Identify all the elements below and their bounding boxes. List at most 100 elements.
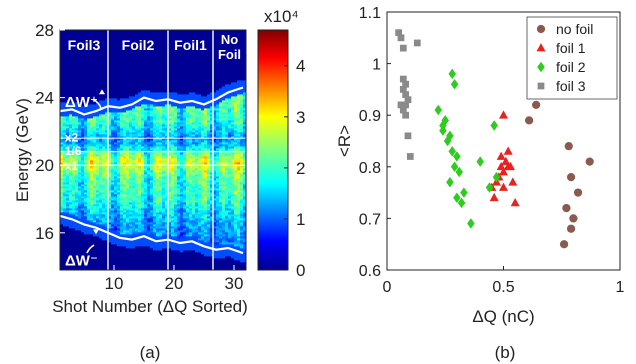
heatmap-cell	[138, 106, 142, 109]
heatmap-cell	[120, 116, 124, 119]
heatmap-cell	[156, 132, 160, 135]
heatmap-cell	[141, 80, 145, 83]
heatmap-cell	[87, 132, 91, 135]
heatmap-cell	[177, 124, 181, 127]
heatmap-cell	[63, 128, 67, 131]
heatmap-cell	[90, 250, 94, 253]
heatmap-cell	[60, 266, 64, 269]
heatmap-cell	[108, 196, 112, 199]
heatmap-cell	[183, 246, 187, 249]
heatmap-cell	[93, 142, 97, 145]
heatmap-cell	[168, 156, 172, 159]
heatmap-cell	[165, 194, 169, 197]
heatmap-cell	[159, 218, 163, 221]
heatmap-cell	[162, 228, 166, 231]
heatmap-cell	[156, 252, 160, 255]
heatmap-cell	[72, 162, 76, 165]
heatmap-cell	[156, 176, 160, 179]
heatmap-cell	[105, 90, 109, 93]
heatmap-cell	[102, 138, 106, 141]
heatmap-cell	[177, 70, 181, 73]
heatmap-cell	[102, 216, 106, 219]
heatmap-cell	[180, 244, 184, 247]
heatmap-cell	[69, 250, 73, 253]
heatmap-cell	[144, 62, 148, 65]
heatmap-cell	[171, 244, 175, 247]
heatmap-cell	[117, 84, 121, 87]
heatmap-cell	[111, 64, 115, 67]
heatmap-cell	[177, 134, 181, 137]
heatmap-cell	[99, 56, 103, 59]
heatmap-cell	[150, 264, 154, 267]
heatmap-cell	[177, 202, 181, 205]
heatmap-cell	[120, 194, 124, 197]
heatmap-cell	[162, 52, 166, 55]
heatmap-cell	[120, 74, 124, 77]
heatmap-cell	[147, 68, 151, 71]
heatmap-cell	[99, 136, 103, 139]
heatmap-cell	[75, 94, 79, 97]
heatmap-cell	[90, 100, 94, 103]
heatmap-cell	[75, 76, 79, 79]
heatmap-cell	[138, 84, 142, 87]
heatmap-cell	[165, 62, 169, 65]
heatmap-cell	[126, 102, 130, 105]
heatmap-cell	[159, 254, 163, 257]
heatmap-cell	[84, 228, 88, 231]
heatmap-cell	[183, 132, 187, 135]
heatmap-cell	[78, 110, 82, 113]
heatmap-cell	[75, 206, 79, 209]
heatmap-cell	[81, 116, 85, 119]
heatmap-cell	[177, 120, 181, 123]
heatmap-cell	[96, 188, 100, 191]
heatmap-cell	[177, 168, 181, 171]
heatmap-cell	[84, 152, 88, 155]
heatmap-cell	[102, 108, 106, 111]
heatmap-cell	[168, 82, 172, 85]
heatmap-cell	[84, 32, 88, 35]
heatmap-cell	[84, 48, 88, 51]
heatmap-cell	[108, 120, 112, 123]
heatmap-cell	[93, 134, 97, 137]
heatmap-cell	[81, 64, 85, 67]
heatmap-cell	[78, 184, 82, 187]
heatmap-cell	[66, 46, 70, 49]
heatmap-cell	[96, 160, 100, 163]
heatmap-cell	[138, 250, 142, 253]
heatmap-cell	[114, 98, 118, 101]
heatmap-cell	[132, 250, 136, 253]
heatmap-cell	[96, 58, 100, 61]
heatmap-cell	[60, 62, 64, 65]
heatmap-cell	[153, 254, 157, 257]
heatmap-cell	[183, 188, 187, 191]
heatmap-cell	[96, 250, 100, 253]
heatmap-cell	[81, 158, 85, 161]
heatmap-cell	[138, 32, 142, 35]
heatmap-cell	[180, 104, 184, 107]
heatmap-cell	[102, 56, 106, 59]
heatmap-cell	[114, 148, 118, 151]
heatmap-cell	[93, 84, 97, 87]
heatmap-cell	[153, 98, 157, 101]
heatmap-cell	[150, 252, 154, 255]
heatmap-cell	[108, 256, 112, 259]
heatmap-cell	[96, 244, 100, 247]
heatmap-cell	[63, 112, 67, 115]
heatmap-cell	[123, 254, 127, 257]
heatmap-cell	[162, 198, 166, 201]
heatmap-cell	[147, 182, 151, 185]
heatmap-cell	[177, 40, 181, 43]
heatmap-cell	[153, 242, 157, 245]
heatmap-cell	[126, 142, 130, 145]
heatmap-cell	[123, 146, 127, 149]
heatmap-cell	[141, 94, 145, 97]
heatmap-cell	[60, 228, 64, 231]
heatmap-cell	[171, 250, 175, 253]
heatmap-cell	[165, 116, 169, 119]
heatmap-cell	[138, 128, 142, 131]
heatmap-cell	[99, 68, 103, 71]
heatmap-cell	[72, 106, 76, 109]
heatmap-cell	[78, 92, 82, 95]
heatmap-cell	[60, 98, 64, 101]
heatmap-cell	[60, 268, 64, 271]
